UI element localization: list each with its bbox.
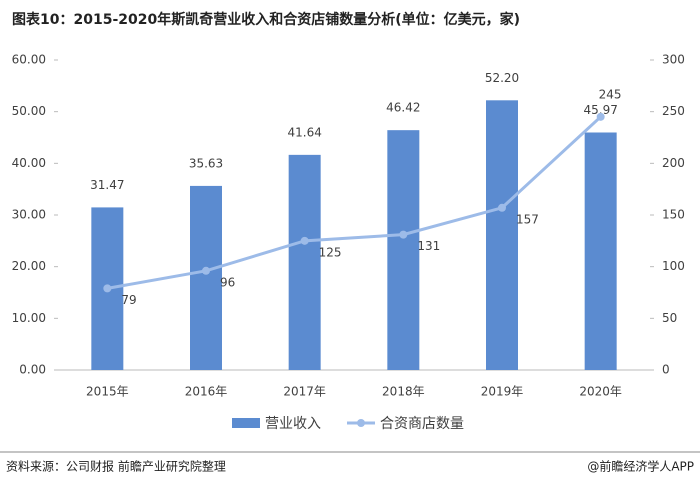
line-point <box>399 230 408 239</box>
y-tick-label: 60.00 <box>12 53 46 67</box>
y2-tick-label: 150 <box>662 208 685 222</box>
y-tick-label: 40.00 <box>12 156 46 170</box>
bar-value-label: 46.42 <box>386 101 420 115</box>
bar <box>288 154 321 370</box>
source: 资料来源：公司财报 前瞻产业研究院整理 <box>6 459 226 474</box>
y-tick-label: 0.00 <box>19 363 46 377</box>
bar-value-label: 45.97 <box>583 103 617 117</box>
line-point <box>300 236 309 245</box>
line-value-label: 131 <box>417 239 440 253</box>
line-value-label: 157 <box>516 212 539 226</box>
bar-value-label: 52.20 <box>485 71 519 85</box>
x-tick-label: 2017年 <box>283 385 326 399</box>
y2-tick-label: 50 <box>662 311 677 325</box>
legend-swatch <box>357 419 365 427</box>
bar <box>387 130 420 370</box>
y2-tick-label: 0 <box>662 363 670 377</box>
bar <box>190 185 222 370</box>
y-tick-label: 50.00 <box>12 104 46 118</box>
line-point <box>498 203 506 212</box>
bar-value-label: 35.63 <box>189 156 223 170</box>
x-tick-label: 2015年 <box>86 385 129 399</box>
bar <box>584 132 617 370</box>
bar-value-label: 41.64 <box>287 125 321 139</box>
x-tick-label: 2016年 <box>185 385 228 399</box>
line-point <box>202 266 210 275</box>
legend-label: 营业收入 <box>265 416 321 432</box>
line-value-label: 125 <box>319 245 342 259</box>
y2-tick-label: 250 <box>662 104 685 118</box>
x-tick-label: 2019年 <box>481 385 524 399</box>
line <box>107 115 602 290</box>
legend-swatch <box>232 418 260 428</box>
line-point <box>103 284 112 293</box>
x-tick-label: 2020年 <box>579 385 622 399</box>
bar <box>486 100 518 371</box>
y-tick-label: 10.00 <box>12 311 46 325</box>
line-value-label: 245 <box>599 87 622 101</box>
x-tick-label: 2018年 <box>382 385 425 399</box>
y2-tick-label: 200 <box>662 156 685 170</box>
y-tick-label: 30.00 <box>12 208 46 222</box>
line-value-label: 96 <box>220 275 235 289</box>
line-value-label: 79 <box>121 293 136 307</box>
y2-tick-label: 100 <box>662 259 685 273</box>
chart-title: 图表10：2015-2020年斯凯奇营业收入和合资店铺数量分析(单位：亿美元，家… <box>12 11 520 28</box>
y-tick-label: 20.00 <box>12 259 46 273</box>
bar-value-label: 31.47 <box>90 178 124 192</box>
credit: @前瞻经济学人APP <box>587 459 694 474</box>
line-point <box>596 112 605 121</box>
y2-tick-label: 300 <box>662 53 685 67</box>
legend-label: 合资商店数量 <box>380 416 464 432</box>
